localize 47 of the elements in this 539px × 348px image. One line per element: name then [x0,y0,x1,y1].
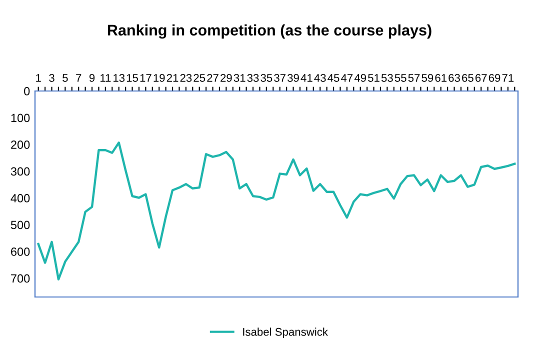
x-tick-label: 43 [314,74,326,82]
y-tick-label: 200 [11,140,30,149]
x-tick-label: 63 [448,74,460,82]
x-tick-label: 33 [247,74,259,82]
x-tick-label: 67 [475,74,487,82]
x-tick-label: 35 [260,74,272,82]
x-tick-label: 47 [341,74,353,82]
x-tick-label: 13 [114,74,125,82]
x-tick-label: 51 [368,74,380,82]
line-series [37,142,516,280]
x-tick-label: 65 [462,74,474,82]
x-tick-label: 9 [89,74,95,82]
x-tick-label: 59 [422,74,434,82]
x-tick-label: 57 [408,74,420,82]
x-tick-label: 37 [274,74,286,82]
y-tick-label: 300 [10,167,30,176]
x-tick-label: 19 [154,74,165,82]
x-tick-label: 1 [36,74,41,82]
x-tick-label: 31 [234,74,246,82]
x-tick-label: 61 [435,74,446,82]
x-tick-label: 53 [381,74,393,82]
x-tick-label: 69 [488,74,500,82]
x-tick-label: 5 [62,74,68,82]
y-tick-label: 0 [24,87,30,96]
x-tick-label: 39 [288,74,299,82]
x-tick-label: 7 [76,74,82,82]
x-tick-label: 25 [194,74,206,82]
x-tick-label: 17 [140,74,152,82]
x-tick-label: 41 [300,74,312,82]
x-tick-label: 55 [394,74,406,82]
y-tick-label: 700 [11,274,30,283]
x-tick-label: 11 [100,74,111,82]
x-tick-label: 15 [126,74,138,82]
x-tick-label: 45 [328,74,340,82]
y-tick-label: 500 [10,220,30,230]
legend-label: Isabel Spanswick [243,328,328,338]
y-tick-label: 600 [11,248,30,256]
x-tick-label: 3 [49,74,54,82]
chart-title: Ranking in competition (as the course plays) [108,24,432,39]
x-tick-label: 21 [166,74,178,82]
x-tick-label: 49 [354,74,366,82]
y-tick-label: 100 [11,114,30,122]
y-tick-label: 400 [10,194,30,202]
x-tick-label: 23 [180,74,192,82]
x-tick-label: 29 [220,74,232,82]
x-tick-label: 71 [502,74,514,82]
x-tick-label: 27 [207,74,218,82]
